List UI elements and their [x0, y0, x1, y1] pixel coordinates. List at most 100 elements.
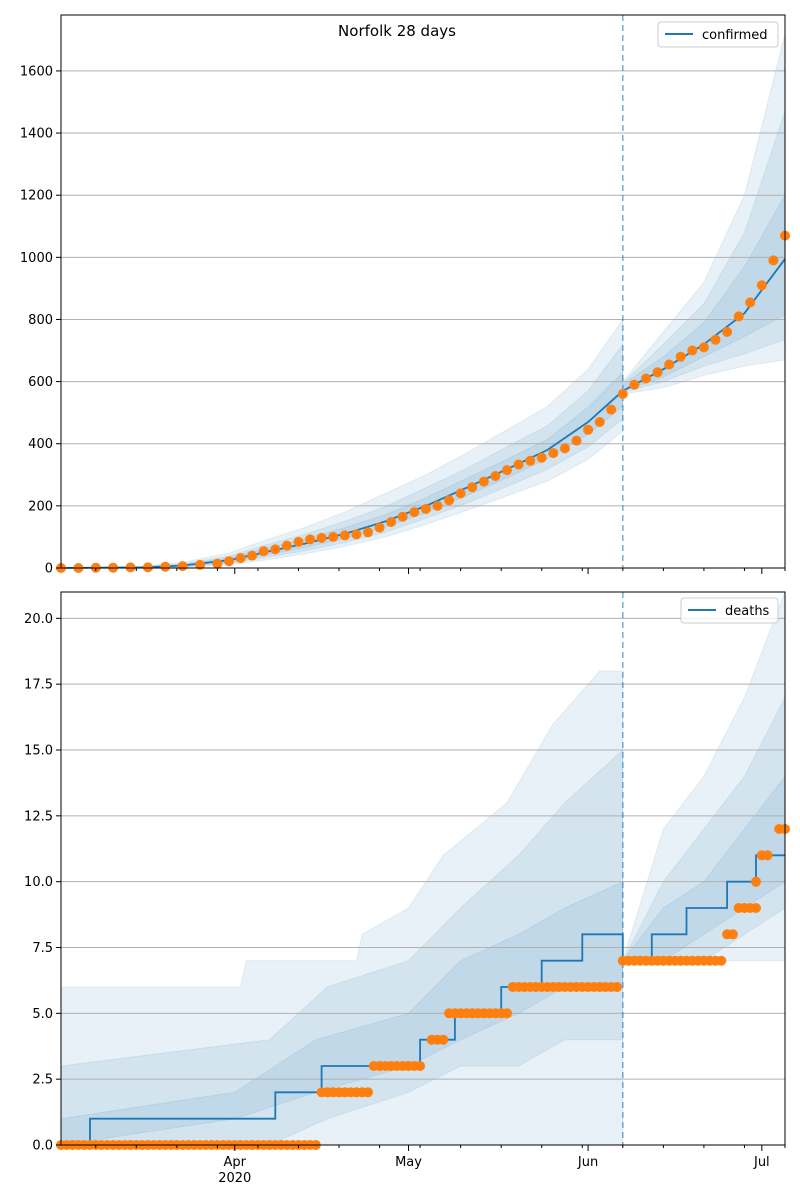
observed-point	[125, 562, 136, 573]
observed-point	[444, 495, 455, 506]
observed-point	[756, 280, 767, 291]
observed-point	[351, 529, 362, 540]
observed-point	[455, 488, 466, 499]
confirmed-gridlines	[61, 70, 785, 569]
y-tick-label: 600	[28, 375, 53, 390]
observed-point	[525, 455, 536, 466]
x-tick-label: Jun	[577, 1155, 598, 1170]
y-tick-label: 800	[28, 313, 53, 328]
observed-point	[328, 531, 339, 542]
observed-point	[258, 546, 269, 557]
observed-point	[559, 443, 570, 454]
legend-box	[657, 21, 779, 48]
observed-point	[467, 482, 478, 493]
observed-point	[606, 404, 617, 415]
observed-point	[415, 1061, 426, 1071]
confirmed-y-ticks: 0 200 400 600 800 1000 1200 1400 1600	[20, 64, 61, 577]
observed-point	[751, 903, 761, 913]
observed-point	[675, 351, 686, 362]
observed-point	[612, 982, 622, 992]
observed-point	[548, 448, 559, 459]
observed-point	[363, 527, 373, 538]
x-tick-label: Apr	[224, 1155, 247, 1170]
observed-point	[652, 367, 663, 378]
observed-point	[478, 476, 489, 487]
y-tick-label: 7.5	[32, 941, 53, 956]
y-tick-label: 1200	[20, 189, 53, 204]
legend-box	[680, 597, 779, 624]
observed-point	[438, 1034, 449, 1045]
observed-point	[716, 955, 727, 966]
observed-point	[722, 326, 733, 337]
observed-point	[177, 561, 188, 572]
deaths-y-ticks: 0.0 2.5 5.0 7.5 10.0 12.5 15.0 17.5 20.0	[24, 612, 61, 1154]
observed-point	[293, 536, 304, 547]
confirmed-observed-points	[56, 230, 790, 573]
observed-point	[727, 929, 738, 940]
observed-point	[733, 311, 744, 322]
y-tick-label: 5.0	[32, 1007, 53, 1022]
observed-point	[698, 342, 709, 353]
observed-point	[432, 500, 443, 511]
observed-point	[195, 559, 205, 570]
observed-point	[224, 556, 234, 567]
observed-point	[751, 876, 761, 887]
y-tick-label: 0	[45, 562, 53, 577]
observed-point	[235, 553, 246, 564]
observed-point	[270, 544, 281, 555]
y-tick-label: 12.5	[24, 809, 53, 824]
observed-point	[664, 359, 675, 370]
observed-point	[641, 373, 651, 384]
confirmed-legend: confirmed	[657, 21, 779, 48]
observed-point	[617, 389, 628, 399]
observed-point	[409, 507, 420, 518]
observed-point	[762, 850, 773, 861]
observed-point	[386, 517, 397, 527]
y-tick-label: 1600	[20, 64, 53, 79]
observed-point	[397, 511, 408, 522]
observed-point	[583, 424, 594, 435]
observed-point	[160, 561, 171, 572]
observed-point	[571, 435, 582, 446]
observed-point	[710, 334, 721, 345]
deaths-legend: deaths	[680, 597, 779, 624]
observed-point	[594, 417, 605, 427]
deaths-panel: 0.0 2.5 5.0 7.5 10.0 12.5 15.0 17.5 20.0 Apr2020…	[24, 591, 790, 1186]
x-tick-label: Jul	[753, 1155, 770, 1170]
observed-point	[247, 550, 258, 561]
y-tick-label: 1000	[20, 251, 53, 266]
observed-point	[768, 255, 779, 266]
x-tick-year-label: 2020	[218, 1171, 251, 1186]
x-tick-label: May	[395, 1155, 422, 1170]
observed-point	[502, 465, 512, 476]
observed-point	[212, 558, 223, 569]
observed-point	[490, 471, 501, 481]
deaths-axes-frame	[60, 591, 786, 1146]
observed-point	[502, 1008, 512, 1019]
confirmed-axes-frame	[60, 14, 786, 569]
observed-point	[281, 540, 292, 551]
observed-point	[316, 532, 327, 543]
observed-point	[629, 379, 640, 390]
y-tick-label: 1400	[20, 127, 53, 142]
y-tick-label: 10.0	[24, 875, 53, 890]
observed-point	[745, 297, 756, 308]
observed-point	[420, 504, 431, 514]
observed-point	[339, 530, 350, 541]
observed-point	[536, 452, 547, 463]
y-tick-label: 0.0	[32, 1139, 53, 1154]
y-tick-label: 400	[28, 437, 53, 452]
y-tick-label: 15.0	[24, 744, 53, 759]
y-tick-label: 2.5	[32, 1073, 53, 1088]
y-tick-label: 17.5	[24, 678, 53, 693]
observed-point	[687, 345, 698, 356]
y-tick-label: 20.0	[24, 612, 53, 627]
observed-point	[374, 522, 385, 533]
deaths-observed-points	[56, 824, 790, 1150]
confirmed-panel: 0 200 400 600 800 1000 1200 1400 1600 Norfolk 28…	[20, 14, 790, 577]
y-tick-label: 200	[28, 499, 53, 514]
legend-label: deaths	[725, 604, 770, 619]
